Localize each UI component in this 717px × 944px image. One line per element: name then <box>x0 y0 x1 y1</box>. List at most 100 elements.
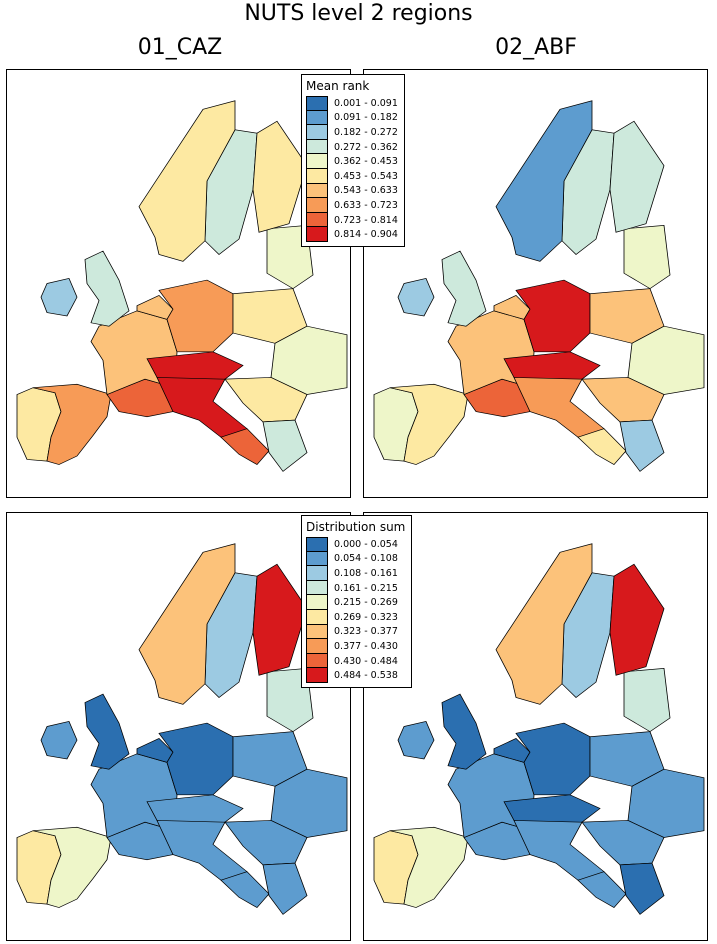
legend-item: 0.453 - 0.543 <box>306 168 398 184</box>
region-iberia <box>32 826 112 908</box>
map-panel-caz-distribution-sum <box>6 512 351 941</box>
region-finland <box>609 120 665 233</box>
map-panel-abf-mean-rank <box>363 69 708 498</box>
legend-label: 0.430 - 0.484 <box>334 655 398 667</box>
legend-item: 0.543 - 0.633 <box>306 183 398 199</box>
legend-swatch <box>306 566 328 581</box>
region-uk <box>441 693 487 770</box>
region-finland <box>609 563 665 676</box>
choropleth-map <box>16 100 348 472</box>
legend-item: 0.001 - 0.091 <box>306 96 398 111</box>
legend-label: 0.723 - 0.814 <box>334 214 398 226</box>
region-scandinavia-n <box>138 100 236 262</box>
legend-item: 0.814 - 0.904 <box>306 227 398 242</box>
legend-label: 0.272 - 0.362 <box>334 141 398 153</box>
region-italy-s <box>577 428 627 466</box>
region-greece <box>262 862 308 915</box>
legend-label: 0.000 - 0.054 <box>334 538 398 550</box>
legend-swatch <box>306 653 328 669</box>
legend-swatch <box>306 183 328 199</box>
region-finland <box>252 120 308 233</box>
legend-item: 0.272 - 0.362 <box>306 139 398 155</box>
legend-item: 0.323 - 0.377 <box>306 624 405 640</box>
legend-swatch <box>306 125 328 140</box>
legend-swatch <box>306 198 328 213</box>
legend-distribution-sum: Distribution sum 0.000 - 0.054 0.054 - 0.… <box>301 515 413 688</box>
legend-label: 0.108 - 0.161 <box>334 567 398 579</box>
legend-label: 0.001 - 0.091 <box>334 97 398 109</box>
legend-item: 0.091 - 0.182 <box>306 110 398 126</box>
legend-item: 0.484 - 0.538 <box>306 668 405 683</box>
region-greece <box>262 419 308 472</box>
region-ireland <box>40 277 78 317</box>
choropleth-map <box>373 100 705 472</box>
legend-item: 0.633 - 0.723 <box>306 198 398 213</box>
figure-title: NUTS level 2 regions <box>244 1 473 26</box>
legend-item: 0.377 - 0.430 <box>306 639 405 654</box>
legend-swatch <box>306 110 328 126</box>
legend-label: 0.323 - 0.377 <box>334 626 398 638</box>
legend-label: 0.377 - 0.430 <box>334 640 398 652</box>
region-ireland <box>40 720 78 760</box>
legend-swatch <box>306 212 328 228</box>
legend-label: 0.543 - 0.633 <box>334 185 398 197</box>
legend-swatch <box>306 227 328 242</box>
region-italy-s <box>220 871 270 909</box>
legend-swatch <box>306 96 328 111</box>
legend-item: 0.362 - 0.453 <box>306 154 398 169</box>
region-scandinavia-n <box>138 543 236 705</box>
legend-label: 0.215 - 0.269 <box>334 597 398 609</box>
legend-swatch <box>306 595 328 610</box>
legend-item: 0.269 - 0.323 <box>306 609 405 625</box>
legend-title: Mean rank <box>306 79 370 93</box>
region-uk <box>84 693 130 770</box>
map-panel-caz-mean-rank <box>6 69 351 498</box>
legend-label: 0.269 - 0.323 <box>334 611 398 623</box>
region-italy-s <box>220 428 270 466</box>
region-scandinavia-n <box>495 543 593 705</box>
legend-swatch <box>306 551 328 567</box>
legend-item: 0.215 - 0.269 <box>306 595 405 610</box>
legend-label: 0.484 - 0.538 <box>334 670 398 682</box>
region-iberia <box>32 383 112 465</box>
legend-swatch <box>306 168 328 184</box>
legend-label: 0.054 - 0.108 <box>334 553 398 565</box>
region-greece <box>619 862 665 915</box>
legend-swatch <box>306 537 328 552</box>
legend-item: 0.430 - 0.484 <box>306 653 405 669</box>
legend-label: 0.814 - 0.904 <box>334 229 398 241</box>
choropleth-map <box>373 543 705 915</box>
legend-swatch <box>306 624 328 640</box>
region-baltics <box>623 668 671 733</box>
map-panel-abf-distribution-sum <box>363 512 708 941</box>
column-title-caz: 01_CAZ <box>137 35 223 60</box>
region-ireland <box>397 720 435 760</box>
legend-label: 0.362 - 0.453 <box>334 156 398 168</box>
legend-label: 0.633 - 0.723 <box>334 199 398 211</box>
legend-item: 0.054 - 0.108 <box>306 551 405 567</box>
legend-mean-rank: Mean rank 0.001 - 0.091 0.091 - 0.182 0.18… <box>301 74 405 247</box>
region-italy-s <box>577 871 627 909</box>
region-baltics <box>623 225 671 290</box>
region-uk <box>84 250 130 327</box>
region-finland <box>252 563 308 676</box>
legend-item: 0.000 - 0.054 <box>306 537 405 552</box>
region-uk <box>441 250 487 327</box>
legend-swatch <box>306 609 328 625</box>
legend-label: 0.091 - 0.182 <box>334 112 398 124</box>
legend-label: 0.161 - 0.215 <box>334 582 398 594</box>
legend-title: Distribution sum <box>306 520 406 534</box>
legend-item: 0.108 - 0.161 <box>306 566 405 581</box>
region-iberia <box>389 383 469 465</box>
choropleth-map <box>16 543 348 915</box>
legend-swatch <box>306 154 328 169</box>
legend-item: 0.161 - 0.215 <box>306 580 405 596</box>
legend-swatch <box>306 139 328 155</box>
region-ireland <box>397 277 435 317</box>
legend-swatch <box>306 668 328 683</box>
legend-label: 0.453 - 0.543 <box>334 170 398 182</box>
legend-swatch <box>306 639 328 654</box>
region-iberia <box>389 826 469 908</box>
legend-item: 0.182 - 0.272 <box>306 125 398 140</box>
legend-swatch <box>306 580 328 596</box>
